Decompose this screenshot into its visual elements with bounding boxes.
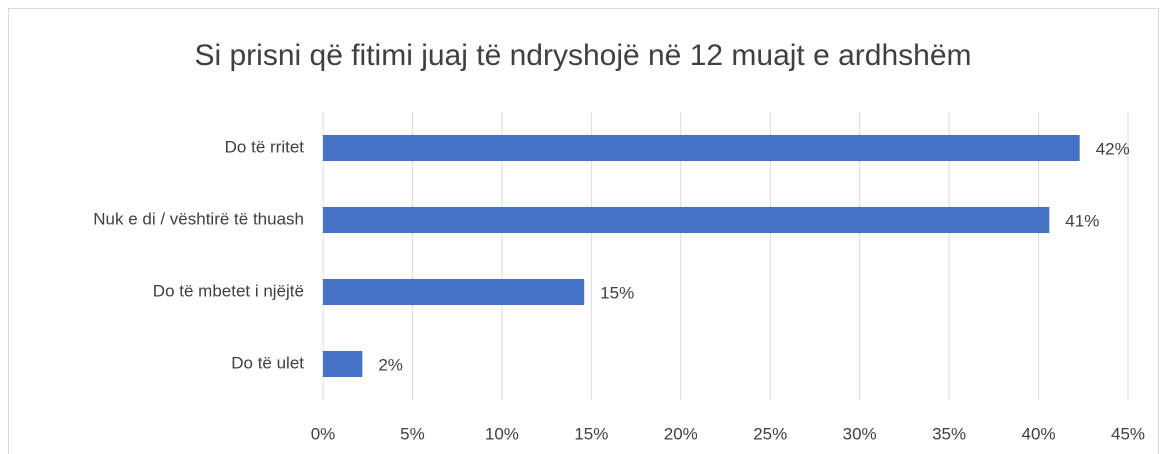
y-tick-label: Do të ulet <box>231 353 304 372</box>
x-tick-label: 10% <box>485 424 519 443</box>
x-tick-label: 45% <box>1111 424 1145 443</box>
y-tick-label: Do të mbetet i njëjtë <box>153 281 304 300</box>
bar <box>323 279 585 305</box>
data-label: 42% <box>1096 139 1130 158</box>
x-tick-label: 25% <box>753 424 787 443</box>
data-label: 41% <box>1065 211 1099 230</box>
x-tick-label: 0% <box>311 424 336 443</box>
bar <box>323 207 1050 233</box>
bar <box>323 351 363 377</box>
y-tick-label: Do të rritet <box>225 137 305 156</box>
data-label: 2% <box>378 355 403 374</box>
x-tick-label: 40% <box>1022 424 1056 443</box>
chart-title: Si prisni që fitimi juaj të ndryshojë në… <box>194 39 971 72</box>
y-tick-label: Nuk e di / vështirë të thuash <box>93 209 304 228</box>
x-tick-label: 35% <box>932 424 966 443</box>
data-label: 15% <box>600 283 634 302</box>
x-tick-label: 5% <box>400 424 425 443</box>
x-tick-label: 30% <box>843 424 877 443</box>
x-tick-label: 15% <box>574 424 608 443</box>
bar <box>323 135 1080 161</box>
x-tick-label: 20% <box>664 424 698 443</box>
